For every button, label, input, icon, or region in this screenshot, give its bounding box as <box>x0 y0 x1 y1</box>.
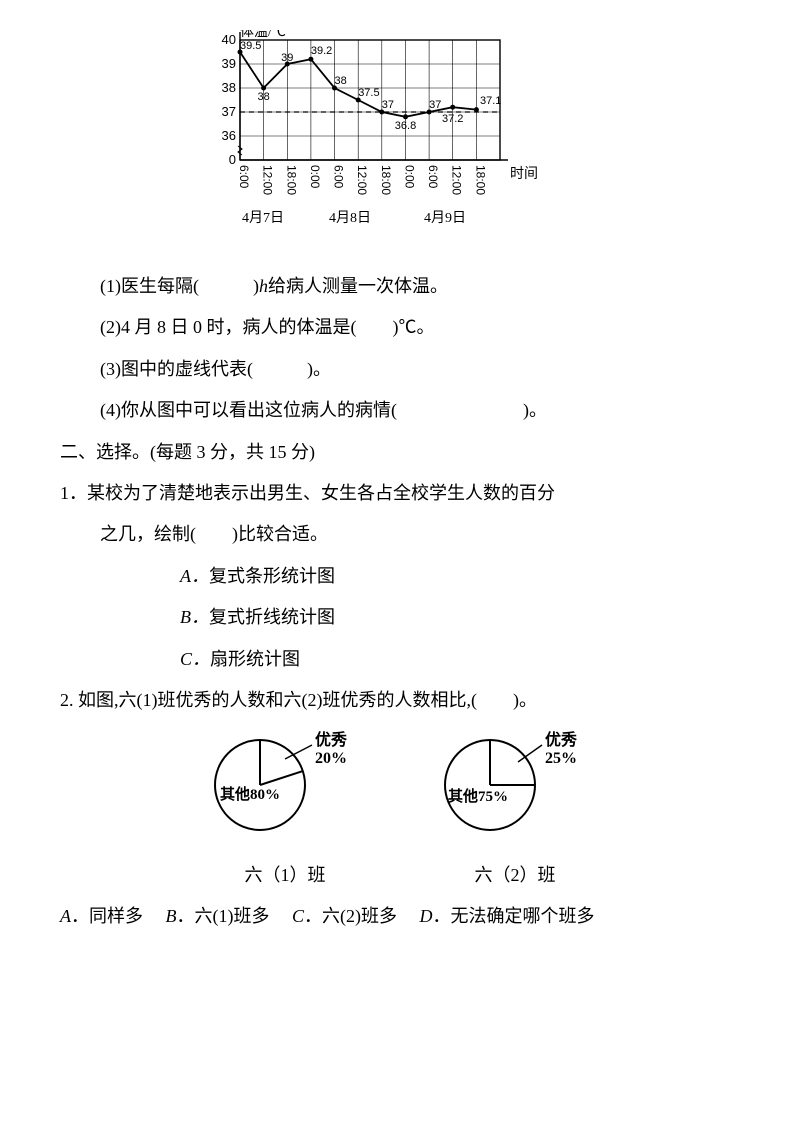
xt-7: 0:00 <box>403 165 417 189</box>
xt-1: 12:00 <box>261 165 275 195</box>
xt-5: 12:00 <box>355 165 369 195</box>
pie2-caption: 六（2）班 <box>420 855 610 896</box>
date-0: 4月7日 <box>242 210 284 226</box>
pie2: 其他75% 优秀 25% 六（2）班 <box>420 727 610 896</box>
pie-row: 其他80% 优秀 20% 六（1）班 其他75% 优秀 25% 六（2）班 <box>60 727 740 896</box>
ytick-40: 40 <box>222 32 236 47</box>
pt-9: 37.2 <box>442 113 463 125</box>
xt-9: 12:00 <box>450 165 464 195</box>
ytick-36: 36 <box>222 128 236 143</box>
yaxis-label: 体温/℃ <box>240 30 286 40</box>
pie2-exc-label: 优秀 <box>545 730 577 749</box>
pt-10: 37.1 <box>480 95 501 107</box>
pt-2: 39 <box>281 52 293 64</box>
ytick-39: 39 <box>222 56 236 71</box>
s2q1-optC: C．扇形统计图 <box>180 639 740 680</box>
s2q2-optA: 同样多 <box>89 906 143 926</box>
pt-5: 37.5 <box>358 87 379 99</box>
s2q1-stem2: 之几，绘制( )比较合适。 <box>100 514 740 555</box>
q1-text-a: (1)医生每隔( ) <box>100 276 259 296</box>
pie1-exc-pct: 20% <box>315 750 347 767</box>
pie2-exc-pct: 25% <box>545 750 577 767</box>
xt-6: 18:00 <box>379 165 393 195</box>
xt-8: 6:00 <box>426 165 440 189</box>
temperature-chart: 40 39 38 37 36 0 体温/℃ 时间 <box>190 30 740 260</box>
xaxis-label: 时间 <box>510 166 538 182</box>
s2q2-optC: 六(2)班多 <box>322 906 397 926</box>
s2q2-optD: 无法确定哪个班多 <box>451 906 595 926</box>
q3: (3)图中的虚线代表( )。 <box>100 349 740 390</box>
pt-1: 38 <box>257 91 269 103</box>
s2q2-opts: A．同样多 B．六(1)班多 C．六(2)班多 D．无法确定哪个班多 <box>60 896 740 937</box>
date-1: 4月8日 <box>329 210 371 226</box>
s2q2-optB: 六(1)班多 <box>195 906 270 926</box>
pt-3: 39.2 <box>311 45 332 57</box>
s2q1-optA: A．复式条形统计图 <box>180 556 740 597</box>
q2: (2)4 月 8 日 0 时，病人的体温是( )℃。 <box>100 307 740 348</box>
q1: (1)医生每隔( )h给病人测量一次体温。 <box>100 266 740 307</box>
pt-0: 39.5 <box>240 40 261 52</box>
s2q2-stem: 2. 如图,六(1)班优秀的人数和六(2)班优秀的人数相比,( )。 <box>60 680 740 721</box>
xt-10: 18:00 <box>473 165 487 195</box>
pie1-other: 其他80% <box>220 785 280 803</box>
pt-7: 36.8 <box>395 120 416 132</box>
q1-unit: h <box>259 276 268 296</box>
ytick-0: 0 <box>229 152 236 167</box>
section2-title: 二、选择。(每题 3 分，共 15 分) <box>60 432 740 473</box>
s2q1-optB: B．复式折线统计图 <box>180 597 740 638</box>
s2q1-stem1: 1．某校为了清楚地表示出男生、女生各占全校学生人数的百分 <box>60 473 740 514</box>
pt-6: 37 <box>382 99 394 111</box>
xt-2: 18:00 <box>284 165 298 195</box>
date-2: 4月9日 <box>424 210 466 226</box>
pie2-other: 其他75% <box>448 787 508 805</box>
pt-4: 38 <box>335 75 347 87</box>
xt-0: 6:00 <box>237 165 251 189</box>
ytick-37: 37 <box>222 104 236 119</box>
xt-3: 0:00 <box>308 165 322 189</box>
ytick-38: 38 <box>222 80 236 95</box>
q4: (4)你从图中可以看出这位病人的病情( )。 <box>100 390 740 431</box>
page: 40 39 38 37 36 0 体温/℃ 时间 <box>0 0 800 977</box>
pt-8: 37 <box>429 99 441 111</box>
q1-text-b: 给病人测量一次体温。 <box>268 276 448 296</box>
xt-4: 6:00 <box>332 165 346 189</box>
pie1-exc-label: 优秀 <box>315 730 347 749</box>
pie1-caption: 六（1）班 <box>190 855 380 896</box>
pie1: 其他80% 优秀 20% 六（1）班 <box>190 727 380 896</box>
